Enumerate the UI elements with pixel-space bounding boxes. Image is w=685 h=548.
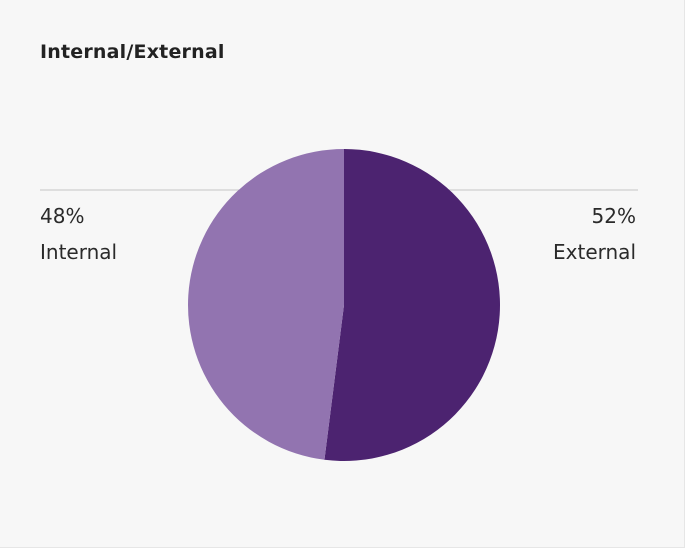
pie-slice-internal <box>187 149 344 460</box>
external-percent-label: 52% <box>591 204 636 228</box>
internal-name-label: Internal <box>40 240 118 264</box>
pie-slices <box>187 149 500 461</box>
chart-title: Internal/External <box>40 41 225 63</box>
internal-percent-label: 48% <box>40 204 85 228</box>
external-name-label: External <box>553 240 636 264</box>
pie-slice-external <box>324 149 500 461</box>
